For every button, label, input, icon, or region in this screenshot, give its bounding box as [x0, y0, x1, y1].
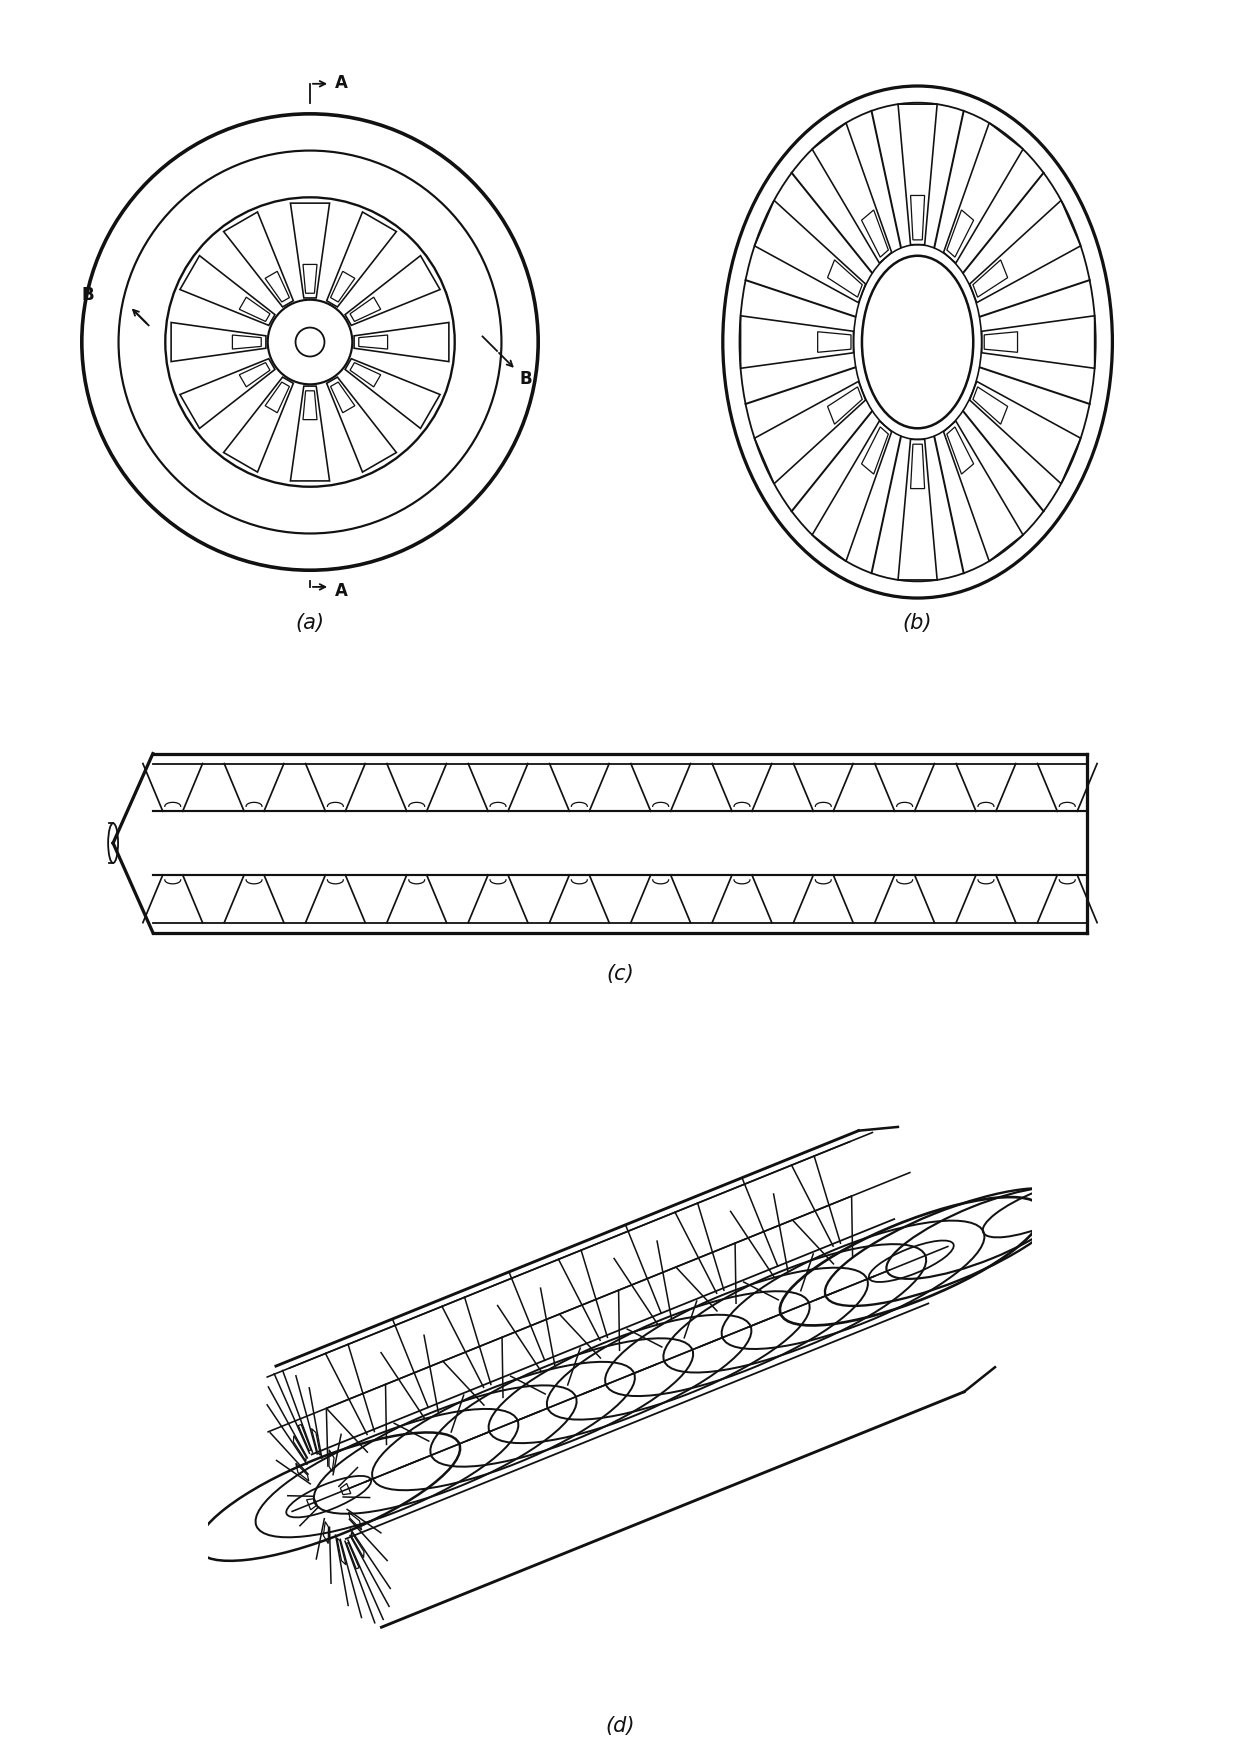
Text: B: B [520, 370, 532, 388]
Text: (c): (c) [606, 965, 634, 984]
Text: A: A [335, 74, 347, 93]
Text: B: B [82, 286, 94, 303]
Text: (d): (d) [605, 1715, 635, 1736]
Text: A: A [335, 582, 347, 600]
Text: (a): (a) [295, 612, 325, 633]
Text: (b): (b) [903, 612, 932, 633]
